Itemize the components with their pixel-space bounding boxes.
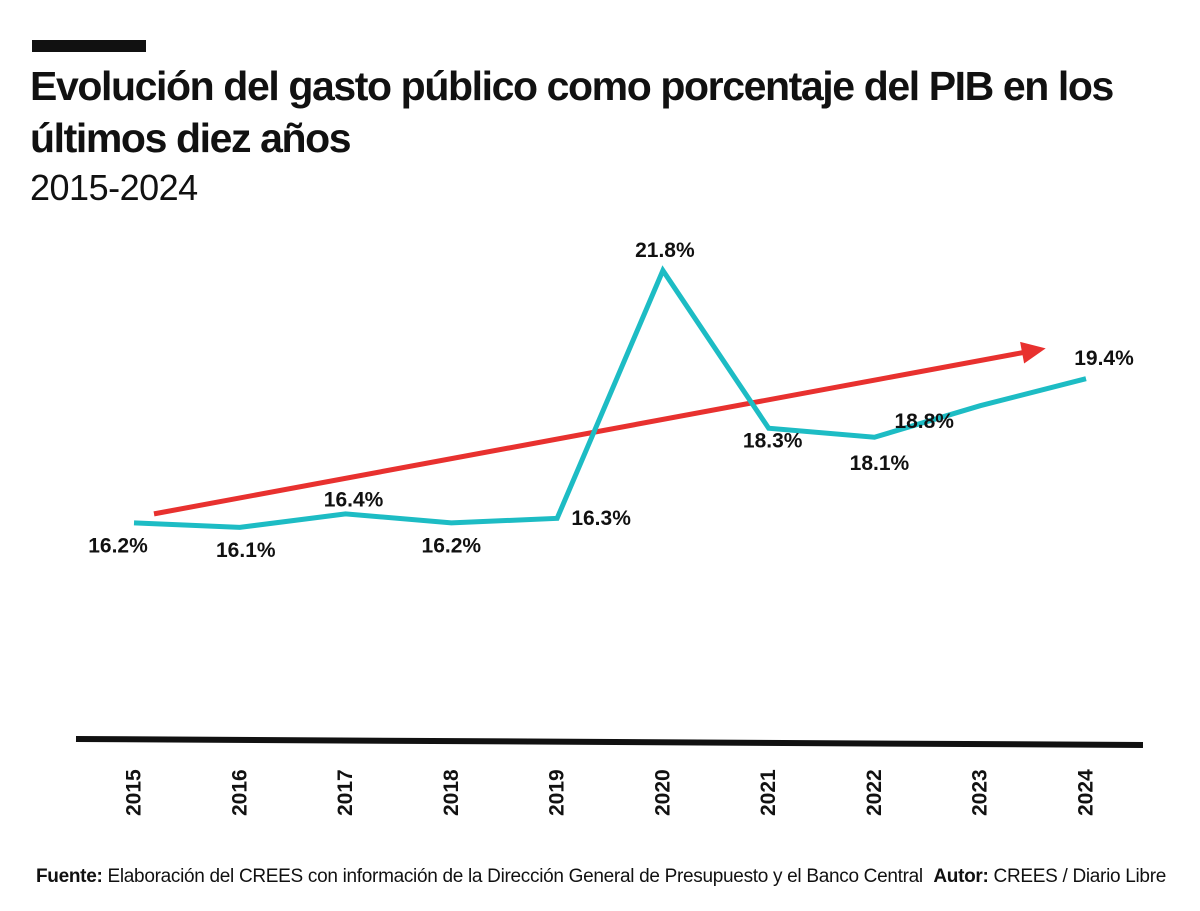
x-tick-label: 2015 — [123, 769, 146, 816]
x-axis-line — [75, 736, 1144, 748]
x-tick-label: 2022 — [863, 769, 886, 816]
x-tick-label: 2020 — [651, 769, 674, 816]
data-label: 18.1% — [850, 452, 910, 475]
x-tick-label: 2024 — [1075, 769, 1098, 816]
chart-title: Evolución del gasto público como porcent… — [30, 63, 1114, 161]
author-note: Autor: CREES / Diario Libre — [933, 865, 1166, 889]
x-tick-label: 2021 — [757, 769, 780, 816]
x-tick-label: 2017 — [334, 769, 357, 816]
x-tick-label: 2018 — [440, 769, 463, 816]
x-tick-label: 2023 — [969, 769, 992, 816]
source-label: Fuente: — [36, 866, 103, 887]
chart-subtitle: 2015-2024 — [30, 167, 198, 208]
data-label: 18.8% — [894, 410, 954, 433]
source-note: Fuente: Elaboración del CREES con inform… — [36, 865, 923, 889]
series-line — [133, 265, 1087, 530]
data-label: 16.1% — [216, 539, 276, 562]
x-tick-label: 2016 — [228, 769, 251, 816]
x-tick-label: 2019 — [546, 769, 569, 816]
data-label: 21.8% — [635, 239, 695, 262]
data-label: 16.3% — [571, 507, 631, 530]
data-label: 16.2% — [88, 534, 148, 557]
author-label: Autor: — [933, 866, 989, 887]
data-label: 18.3% — [743, 430, 803, 453]
source-text: Elaboración del CREES con información de… — [102, 866, 923, 887]
trend-arrowhead — [1020, 341, 1046, 364]
title-accent-bar — [32, 40, 146, 52]
data-label: 16.2% — [422, 534, 482, 557]
author-text: CREES / Diario Libre — [988, 866, 1167, 887]
data-label: 19.4% — [1074, 347, 1134, 370]
data-label: 16.4% — [324, 488, 384, 511]
